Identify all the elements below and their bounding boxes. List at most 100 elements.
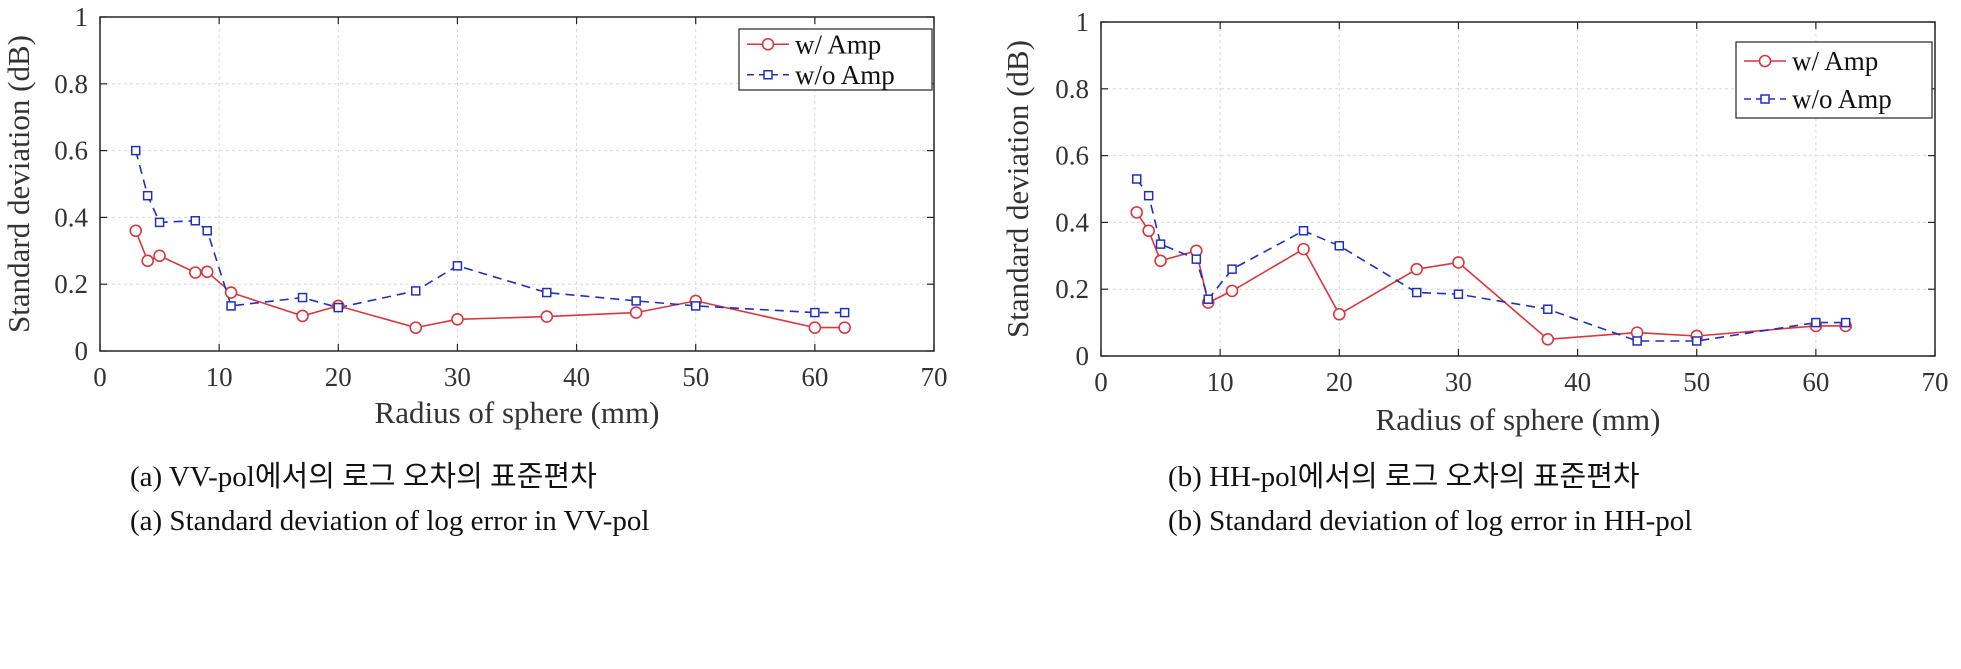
data-point-wo-amp — [1691, 336, 1702, 346]
data-point-wo-amp — [1227, 264, 1237, 274]
x-tick-label: 30 — [1445, 367, 1472, 397]
data-point-w-amp — [1541, 332, 1555, 346]
data-point-wo-amp — [1155, 239, 1166, 249]
data-point-wo-amp — [202, 226, 212, 236]
x-axis-label: Radius of sphere (mm) — [1376, 402, 1661, 437]
y-tick-label: 0.8 — [1055, 74, 1089, 104]
data-point-w-amp — [1452, 256, 1465, 269]
x-tick-label: 40 — [1564, 367, 1591, 397]
data-point-wo-amp — [839, 307, 850, 318]
data-point-wo-amp — [1411, 287, 1422, 298]
caption-korean: (b) HH-pol에서의 로그 오차의 표준편차 — [1168, 460, 1640, 493]
data-point-wo-amp — [452, 261, 463, 271]
x-tick-label: 20 — [325, 362, 352, 392]
y-tick-label: 1 — [75, 2, 89, 32]
legend-label-wo-amp: w/o Amp — [795, 60, 895, 90]
legend-marker-wo-amp — [1760, 94, 1770, 104]
x-tick-label: 70 — [1922, 367, 1949, 397]
data-point-wo-amp — [1298, 226, 1309, 236]
data-point-w-amp — [296, 309, 309, 323]
x-tick-label: 70 — [921, 362, 948, 392]
data-point-w-amp — [409, 321, 423, 334]
chart-panel-a: 0 10 20 30 40 50 60 70 0 0.2 0.4 0.6 0.8 1 Radius of s… — [1, 2, 947, 537]
x-tick-label: 40 — [563, 362, 590, 392]
series-line-w-amp — [1136, 211, 1846, 341]
y-tick-label: 0.4 — [1055, 207, 1089, 237]
data-point-wo-amp — [130, 145, 141, 156]
data-point-wo-amp — [1143, 190, 1154, 201]
data-point-wo-amp — [297, 292, 308, 303]
legend-marker-w-amp — [761, 37, 775, 51]
x-tick-label: 10 — [206, 362, 233, 392]
legend-marker-wo-amp — [763, 70, 773, 80]
data-point-w-amp — [629, 306, 643, 319]
data-point-w-amp — [224, 286, 238, 299]
data-point-wo-amp — [1543, 304, 1553, 314]
y-tick-label: 0.6 — [54, 136, 88, 166]
x-tick-label: 30 — [444, 362, 471, 392]
chart-panel-b: 0 10 20 30 40 50 60 70 0 0.2 0.4 0.6 0.8 1 Radius of s… — [1000, 7, 1948, 537]
series-line-wo-amp — [1136, 178, 1846, 342]
x-tick-label: 0 — [93, 362, 107, 392]
data-point-wo-amp — [1191, 254, 1202, 264]
legend-label-w-amp: w/ Amp — [795, 29, 881, 59]
data-point-w-amp — [451, 312, 464, 326]
x-tick-label: 50 — [1683, 367, 1710, 397]
y-tick-label: 0 — [1076, 341, 1090, 371]
data-point-wo-amp — [333, 302, 344, 313]
data-point-w-amp — [838, 321, 851, 334]
data-point-wo-amp — [1632, 336, 1642, 346]
x-tick-label: 20 — [1326, 367, 1353, 397]
data-point-wo-amp — [1334, 241, 1345, 251]
x-tick-label: 60 — [801, 362, 828, 392]
data-point-w-amp — [189, 266, 202, 279]
legend-label-w-amp: w/ Amp — [1792, 46, 1878, 76]
series-line-wo-amp — [134, 150, 845, 314]
data-point-w-amp — [1410, 262, 1424, 276]
y-tick-label: 0.6 — [1055, 141, 1089, 171]
y-axis-label: Standard deviation (dB) — [1, 35, 36, 333]
series-line-w-amp — [134, 230, 845, 329]
x-tick-label: 10 — [1207, 367, 1234, 397]
legend-marker-w-amp — [1758, 54, 1772, 68]
data-point-wo-amp — [631, 296, 641, 306]
x-tick-label: 60 — [1802, 367, 1829, 397]
legend-box — [1735, 41, 1933, 119]
x-tick-label: 0 — [1094, 367, 1108, 397]
data-point-w-amp — [1332, 307, 1346, 321]
data-point-w-amp — [540, 310, 554, 323]
x-tick-label: 50 — [682, 362, 709, 392]
data-point-w-amp — [141, 254, 154, 268]
y-tick-label: 0 — [75, 336, 89, 366]
caption-english: (a) Standard deviation of log error in V… — [130, 505, 649, 537]
data-point-w-amp — [129, 224, 143, 238]
data-point-w-amp — [808, 321, 822, 334]
y-tick-label: 1 — [1076, 7, 1090, 37]
data-point-wo-amp — [1811, 317, 1821, 328]
data-point-wo-amp — [410, 286, 421, 296]
data-point-wo-amp — [1131, 174, 1142, 184]
data-point-wo-amp — [190, 215, 201, 226]
data-point-wo-amp — [1453, 289, 1464, 299]
plot-area-border — [99, 16, 935, 352]
data-point-w-amp — [200, 265, 214, 279]
data-point-wo-amp — [142, 190, 153, 201]
data-point-w-amp — [1297, 242, 1310, 256]
y-tick-label: 0.4 — [54, 202, 88, 232]
caption-english: (b) Standard deviation of log error in H… — [1168, 505, 1692, 537]
data-point-wo-amp — [542, 287, 552, 298]
data-point-wo-amp — [1840, 317, 1851, 328]
plot-area-border — [1100, 21, 1936, 357]
data-point-w-amp — [1130, 206, 1144, 219]
y-tick-label: 0.2 — [54, 269, 88, 299]
data-point-wo-amp — [226, 301, 236, 311]
data-point-wo-amp — [810, 307, 820, 318]
data-point-wo-amp — [154, 217, 165, 228]
y-tick-label: 0.2 — [1055, 274, 1089, 304]
caption-korean: (a) VV-pol에서의 로그 오차의 표준편차 — [130, 460, 597, 493]
data-point-wo-amp — [1203, 294, 1213, 304]
data-point-w-amp — [1154, 254, 1167, 268]
